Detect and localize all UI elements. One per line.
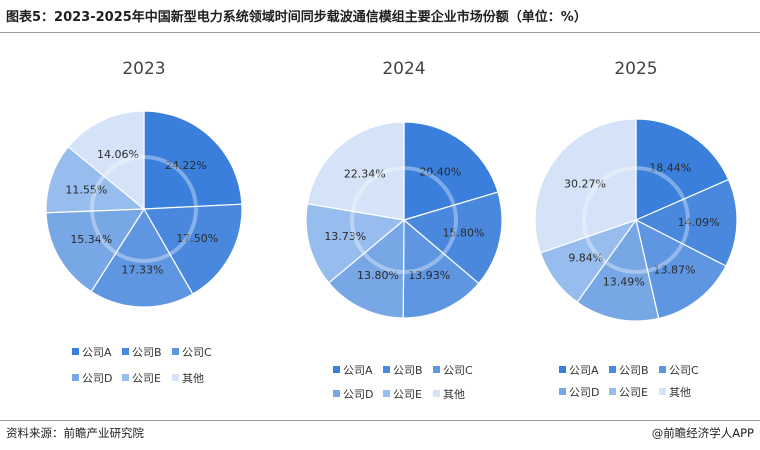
legend-label: 公司C: [669, 364, 699, 377]
slice-value-label: 13.93%: [408, 269, 450, 282]
legend-swatch: [559, 366, 566, 373]
legend-swatch: [433, 390, 440, 397]
pie-slice-公司E: [45, 145, 146, 214]
legend-swatch: [433, 366, 440, 373]
pie-slice-公司E: [305, 203, 406, 284]
slice-value-label: 11.55%: [65, 184, 107, 197]
watermark-logo: [582, 166, 690, 274]
pie-slice-公司A: [635, 118, 730, 221]
slice-value-label: 20.40%: [419, 165, 461, 178]
slice-value-label: 13.73%: [324, 230, 366, 243]
slice-value-label: 13.49%: [603, 275, 645, 288]
legend-label: 公司B: [619, 364, 649, 377]
slice-value-label: 13.80%: [357, 269, 399, 282]
legend-swatch: [383, 390, 390, 397]
slice-value-label: 17.50%: [176, 232, 218, 245]
slice-value-label: 30.27%: [564, 178, 606, 191]
legend-swatch: [172, 374, 179, 381]
slice-value-label: 13.87%: [654, 263, 696, 276]
legend-swatch: [333, 390, 340, 397]
legend-label: 公司E: [132, 372, 161, 385]
legend-label: 公司B: [393, 364, 423, 377]
slice-value-label: 9.84%: [568, 251, 603, 264]
pie-slice-公司A: [143, 110, 243, 210]
slice-value-label: 18.44%: [649, 162, 691, 175]
legend-swatch: [122, 374, 129, 381]
pie-slice-其他: [534, 118, 637, 254]
watermark-logo: [90, 155, 198, 263]
pie-slice-其他: [306, 121, 405, 221]
pie-chart-2024: 2024 20.40% 15.80% 13.93% 13.80% 13.73% 22.34%…: [305, 59, 503, 401]
pie-slice-其他: [67, 110, 145, 211]
legend-label: 公司A: [82, 346, 112, 359]
legend-label: 公司D: [569, 386, 599, 399]
legend-label: 其他: [669, 386, 691, 399]
legend-swatch: [333, 366, 340, 373]
legend-label: 公司D: [343, 388, 373, 401]
legend-swatch: [609, 388, 616, 395]
legend-swatch: [72, 348, 79, 355]
legend-swatch: [559, 388, 566, 395]
pie-slice-公司A: [403, 121, 499, 221]
pie-slice-公司B: [402, 191, 503, 285]
pie-slice-公司D: [45, 208, 146, 293]
legend-label: 其他: [182, 372, 204, 385]
footer-divider: [0, 420, 760, 421]
slice-value-label: 14.06%: [97, 148, 139, 161]
pie-title: 2023: [122, 59, 165, 79]
pie-slice-公司C: [90, 207, 194, 308]
pie-slice-公司D: [327, 218, 405, 319]
legend-label: 公司C: [182, 346, 212, 359]
legend-label: 公司D: [82, 372, 112, 385]
slice-value-label: 15.34%: [70, 233, 112, 246]
source-note: 资料来源：前瞻产业研究院: [6, 426, 144, 440]
figure-title: 图表5：2023-2025年中国新型电力系统领域时间同步载波通信模组主要企业市场…: [6, 10, 587, 25]
legend-swatch: [72, 374, 79, 381]
legend-swatch: [609, 366, 616, 373]
slice-value-label: 15.80%: [443, 227, 485, 240]
pie-slice-公司C: [402, 218, 480, 319]
pie-title: 2024: [382, 59, 425, 79]
pie-title: 2025: [614, 59, 657, 79]
legend-label: 公司C: [443, 364, 473, 377]
pie-chart-2025: 2025 18.44% 14.09% 13.87% 13.49%9.84% 30.27% 公…: [534, 59, 738, 399]
credit-note: @前瞻经济学人APP: [651, 426, 754, 440]
legend-label: 公司A: [569, 364, 599, 377]
pie-slice-公司B: [634, 178, 738, 267]
legend-label: 公司A: [343, 364, 373, 377]
pie-slice-公司B: [142, 203, 243, 295]
legend-swatch: [659, 388, 666, 395]
pie-slice-公司C: [635, 218, 727, 320]
legend-swatch: [659, 366, 666, 373]
legend-swatch: [172, 348, 179, 355]
slice-value-label: 22.34%: [344, 168, 386, 181]
legend-swatch: [122, 348, 129, 355]
legend-label: 公司B: [132, 346, 162, 359]
legend-label: 公司E: [393, 388, 422, 401]
slice-value-label: 24.22%: [165, 159, 207, 172]
watermark-logo: [350, 166, 458, 274]
legend-label: 其他: [443, 388, 465, 401]
pie-chart-2023: 2023 24.22% 17.50% 17.33% 15.34% 11.55% 14.06%…: [45, 59, 243, 385]
slice-value-label: 14.09%: [678, 216, 720, 229]
slice-value-label: 17.33%: [122, 264, 164, 277]
legend-swatch: [383, 366, 390, 373]
legend-label: 公司E: [619, 386, 648, 399]
pie-slice-公司D: [576, 218, 660, 322]
title-divider: [0, 32, 760, 33]
